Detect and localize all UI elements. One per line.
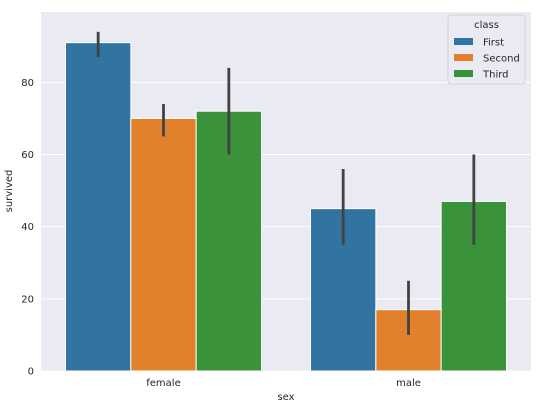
y-axis-label: survived — [4, 170, 15, 213]
bars-group — [65, 42, 507, 372]
legend: class First Second Third — [447, 14, 526, 85]
x-tick-label: male — [396, 378, 421, 389]
bar-first-female — [65, 42, 132, 372]
y-tick-label: 80 — [21, 78, 34, 89]
y-tick-label: 20 — [21, 294, 34, 305]
bar-first-male — [310, 208, 377, 372]
x-tick-label: female — [146, 378, 180, 389]
y-tick-label: 60 — [21, 150, 34, 161]
legend-swatch-third — [454, 70, 473, 77]
x-tick-labels: female male — [146, 378, 421, 389]
y-tick-label: 0 — [28, 367, 34, 378]
x-axis-label: sex — [277, 392, 294, 403]
legend-frame — [447, 14, 526, 85]
error-bars-group — [96, 31, 476, 335]
legend-label-third: Third — [482, 70, 509, 81]
legend-label-first: First — [483, 38, 504, 49]
y-tick-label: 40 — [21, 222, 34, 233]
legend-title: class — [474, 20, 499, 31]
legend-label-second: Second — [483, 54, 520, 65]
legend-swatch-second — [454, 54, 473, 61]
y-tick-labels: 0 20 40 60 80 — [21, 78, 34, 378]
legend-swatch-first — [454, 38, 473, 45]
bar-second-female — [130, 117, 197, 372]
